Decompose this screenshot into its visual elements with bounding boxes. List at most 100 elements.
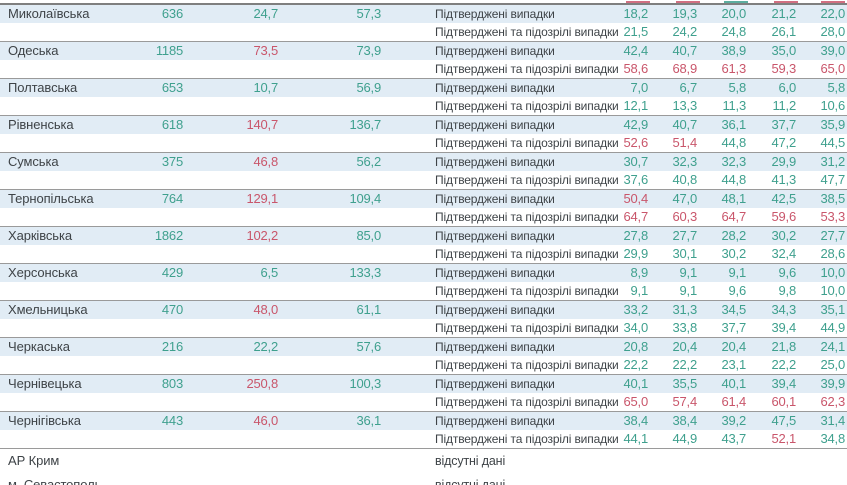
region-name-cell: Миколаївська bbox=[8, 6, 90, 21]
series-value-cell: 44,9 bbox=[820, 320, 845, 335]
series-value-cell: 44,1 bbox=[623, 431, 648, 446]
case-type-label: Підтверджені випадки bbox=[383, 152, 601, 171]
total-cases-cell: 429 bbox=[148, 263, 185, 282]
series-value-cell: 33,2 bbox=[601, 300, 650, 319]
region-name-cell: Тернопільська bbox=[0, 189, 148, 208]
series-value-cell: 28,0 bbox=[820, 24, 845, 39]
case-type-label: Підтверджені та підозрілі випадки bbox=[435, 395, 619, 409]
series-value-cell: 22,2 bbox=[672, 357, 697, 372]
region-row-suspected: Підтверджені та підозрілі випадки 44,1 44,… bbox=[0, 430, 847, 449]
series-value-cell: 47,7 bbox=[820, 172, 845, 187]
case-type-label: Підтверджені та підозрілі випадки bbox=[435, 210, 619, 224]
rate1-cell: 129,1 bbox=[185, 189, 280, 208]
empty-cell bbox=[650, 473, 699, 485]
region-row-suspected: Підтверджені та підозрілі випадки 9,1 9,1 9… bbox=[0, 282, 847, 301]
rate1-cell-empty bbox=[185, 319, 280, 338]
rate2-cell: 109,4 bbox=[280, 189, 383, 208]
rate1-cell-empty bbox=[185, 208, 280, 227]
rate2-cell-empty bbox=[280, 356, 383, 375]
clipped-number-fragment bbox=[676, 1, 700, 3]
rate2-cell-empty bbox=[280, 282, 383, 301]
empty-cell bbox=[280, 473, 383, 485]
series-value-cell: 35,5 bbox=[650, 374, 699, 393]
region-name-cell-empty bbox=[0, 208, 148, 227]
region-name-cell-empty bbox=[0, 245, 148, 264]
case-type-label: Підтверджені випадки bbox=[383, 226, 601, 245]
series-value-cell: 13,3 bbox=[672, 98, 697, 113]
series-value-cell: 41,3 bbox=[771, 172, 796, 187]
series-value-cell: 24,8 bbox=[721, 24, 746, 39]
rate1-cell: 250,8 bbox=[185, 374, 280, 393]
series-value-cell: 20,4 bbox=[650, 337, 699, 356]
rate1-cell-empty bbox=[185, 245, 280, 264]
rate2-cell: 36,1 bbox=[280, 411, 383, 430]
rate2-cell: 56,2 bbox=[280, 152, 383, 171]
total-cases-cell-empty bbox=[148, 134, 185, 153]
case-type-label: Підтверджені випадки bbox=[383, 263, 601, 282]
rate2-cell-empty bbox=[280, 60, 383, 79]
series-value-cell: 31,2 bbox=[798, 152, 847, 171]
series-value-cell: 9,8 bbox=[778, 283, 797, 298]
series-value-cell: 64,7 bbox=[623, 209, 648, 224]
series-value-cell: 28,2 bbox=[699, 226, 748, 245]
rate1-cell: 10,7 bbox=[185, 78, 280, 97]
rate2-cell-empty bbox=[280, 134, 383, 153]
series-value-cell: 9,1 bbox=[630, 283, 649, 298]
rate1-cell-empty bbox=[185, 430, 280, 449]
rate2-cell: 85,0 bbox=[280, 226, 383, 245]
region-name-cell-empty bbox=[0, 430, 148, 449]
empty-cell bbox=[798, 448, 847, 473]
series-value-cell: 6,0 bbox=[748, 78, 798, 97]
series-value-cell: 32,3 bbox=[699, 152, 748, 171]
series-value-cell: 61,3 bbox=[721, 61, 746, 76]
total-cases-cell: 1862 bbox=[148, 226, 185, 245]
series-value-cell: 31,4 bbox=[798, 411, 847, 430]
rate1-cell: 48,0 bbox=[185, 300, 280, 319]
series-value-cell: 39,4 bbox=[748, 374, 798, 393]
region-row-confirmed: Черкаська 216 22,2 57,6 Підтверджені випадки… bbox=[0, 337, 847, 356]
series-value-cell: 38,4 bbox=[601, 411, 650, 430]
region-row-confirmed: Хмельницька 470 48,0 61,1 Підтверджені випад… bbox=[0, 300, 847, 319]
series-value-cell: 34,8 bbox=[820, 431, 845, 446]
region-name-cell-empty bbox=[0, 60, 148, 79]
clipped-number-fragment bbox=[774, 1, 798, 3]
series-value-cell: 53,3 bbox=[820, 209, 845, 224]
case-type-label: Підтверджені випадки bbox=[383, 300, 601, 319]
region-name-cell: м. Севастополь bbox=[8, 477, 102, 485]
series-value-cell: 40,7 bbox=[650, 115, 699, 134]
series-value-cell: 20,8 bbox=[601, 337, 650, 356]
case-type-label: Підтверджені випадки bbox=[435, 7, 555, 21]
region-row-confirmed: Одеська 1185 73,5 73,9 Підтверджені випадки 4… bbox=[0, 41, 847, 60]
region-name-cell: Рівненська bbox=[0, 115, 148, 134]
empty-cell bbox=[748, 448, 798, 473]
rate2-cell: 136,7 bbox=[280, 115, 383, 134]
empty-cell bbox=[185, 448, 280, 473]
case-type-label: Підтверджені випадки bbox=[383, 189, 601, 208]
series-value-cell: 24,2 bbox=[672, 24, 697, 39]
region-row-confirmed: Миколаївська 636 24,7 57,3 Підтверджені випа… bbox=[0, 5, 847, 23]
series-value-cell: 12,1 bbox=[623, 98, 648, 113]
series-value-cell: 64,7 bbox=[721, 209, 746, 224]
rate1-cell: 24,7 bbox=[253, 6, 278, 21]
region-name-cell-empty bbox=[0, 97, 148, 116]
case-type-label: Підтверджені та підозрілі випадки bbox=[435, 432, 619, 446]
series-value-cell: 62,3 bbox=[820, 394, 845, 409]
region-row-suspected: Підтверджені та підозрілі випадки 65,0 57,… bbox=[0, 393, 847, 412]
total-cases-cell: 618 bbox=[148, 115, 185, 134]
region-name-cell-empty bbox=[0, 393, 148, 412]
rate2-cell-empty bbox=[280, 97, 383, 116]
series-value-cell: 23,1 bbox=[721, 357, 746, 372]
rate2-cell-empty bbox=[280, 171, 383, 190]
series-value-cell: 39,0 bbox=[798, 41, 847, 60]
total-cases-cell: 636 bbox=[161, 6, 183, 21]
rate2-cell-empty bbox=[280, 23, 383, 42]
series-value-cell: 65,0 bbox=[623, 394, 648, 409]
rate1-cell-empty bbox=[185, 393, 280, 412]
rate2-cell-empty bbox=[280, 393, 383, 412]
total-cases-cell-empty bbox=[148, 393, 185, 412]
total-cases-cell-empty bbox=[148, 208, 185, 227]
total-cases-cell-empty bbox=[148, 60, 185, 79]
empty-cell bbox=[148, 448, 185, 473]
series-value-cell: 38,9 bbox=[699, 41, 748, 60]
case-type-label: Підтверджені випадки bbox=[383, 337, 601, 356]
